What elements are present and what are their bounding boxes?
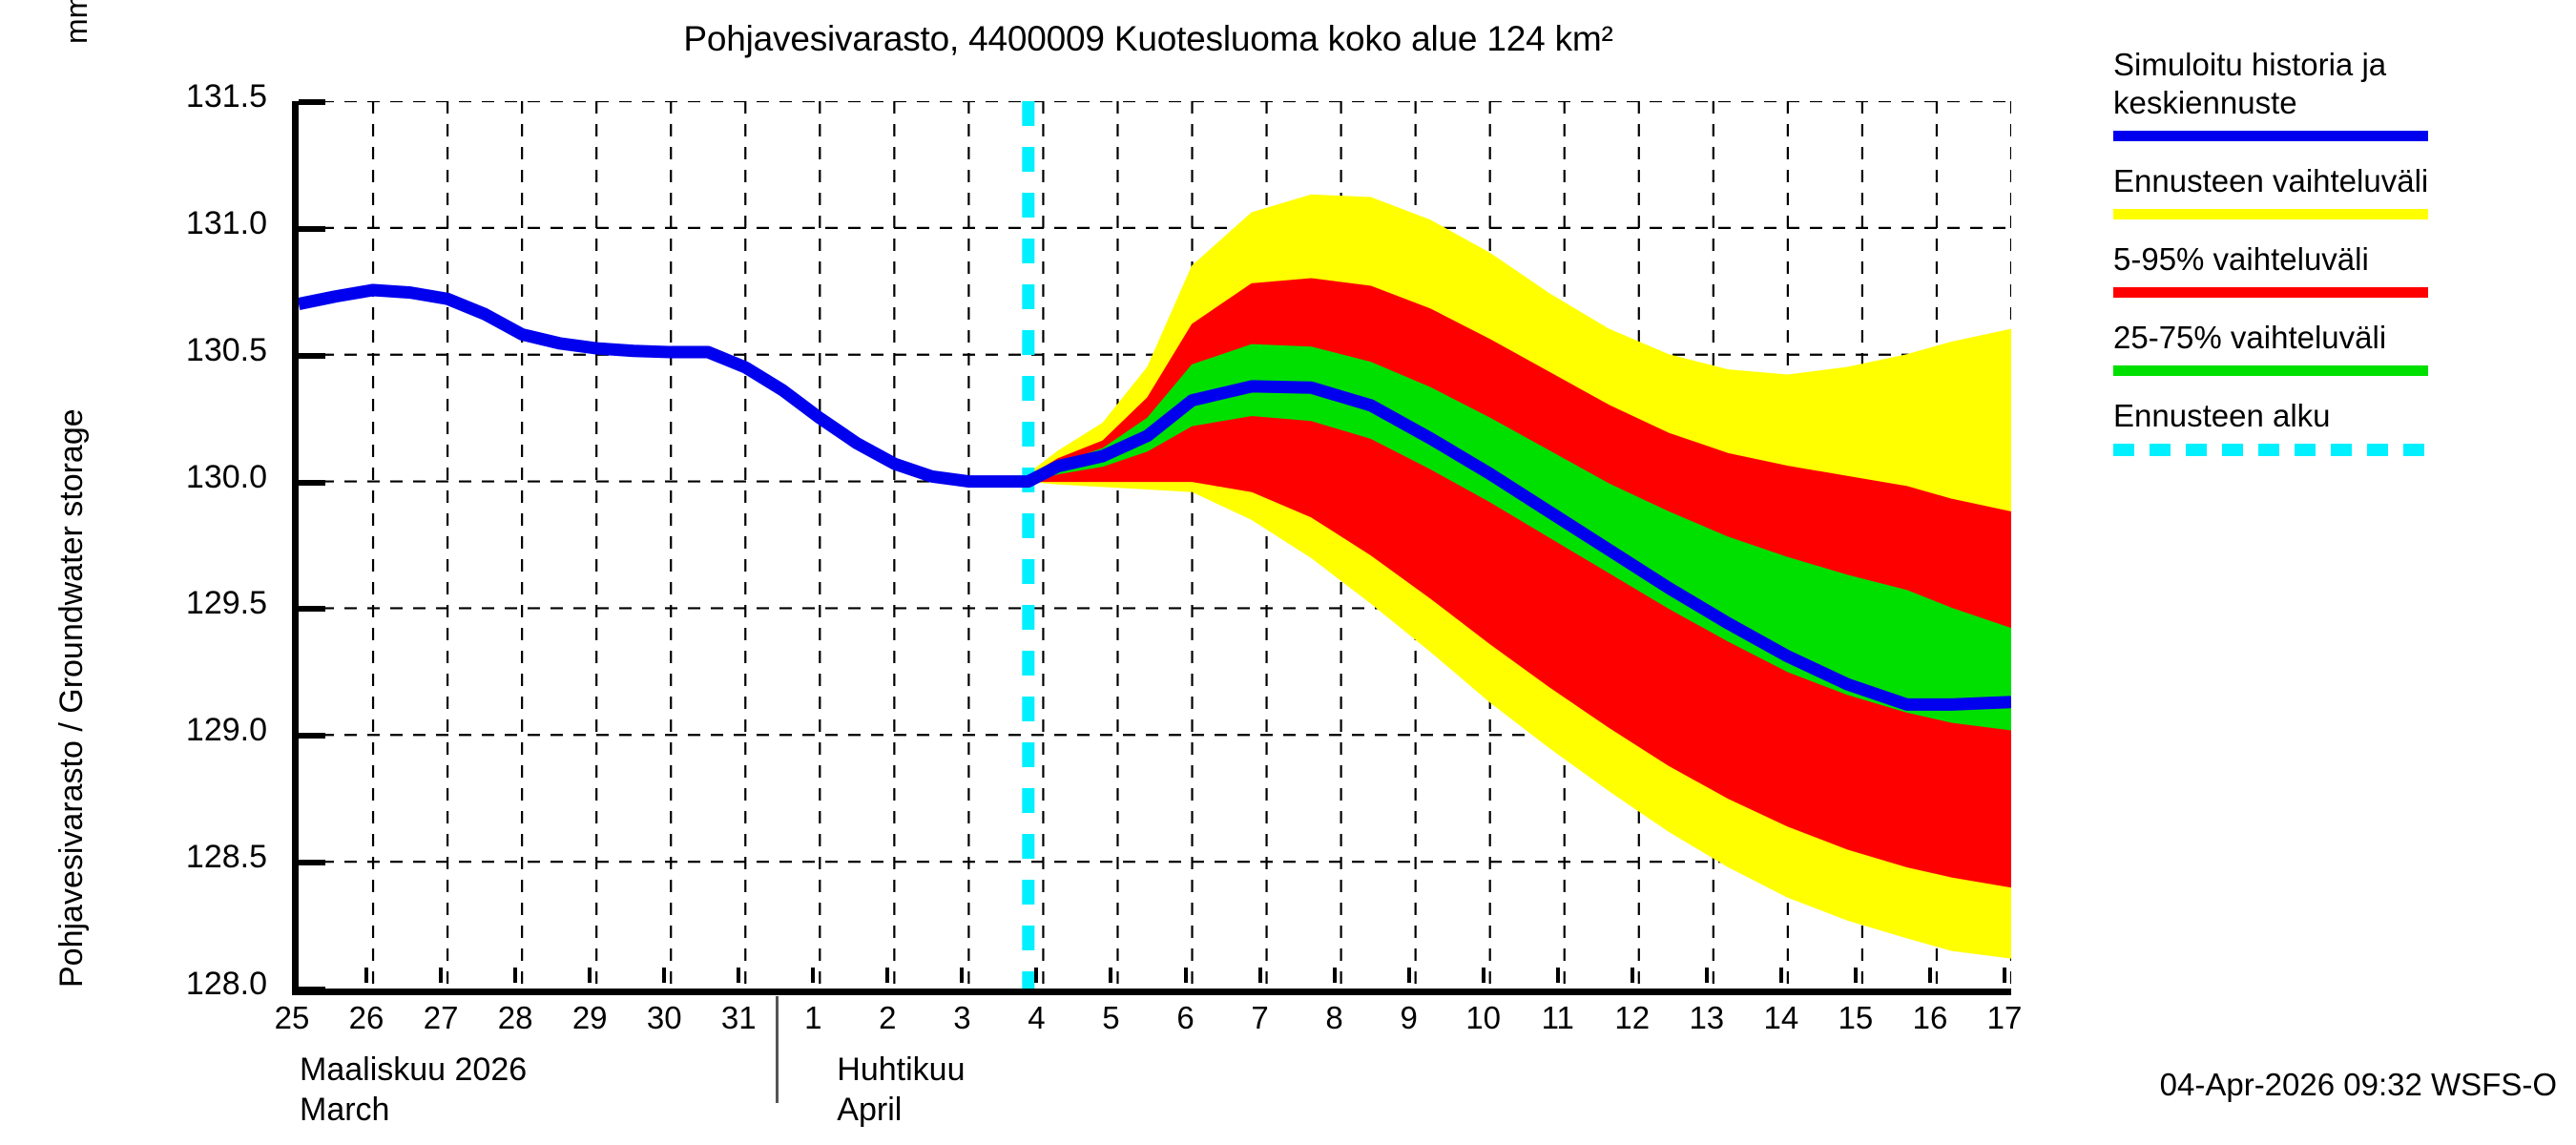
x-tick-label: 11: [1541, 1000, 1574, 1035]
x-tick-label: 13: [1689, 1000, 1725, 1035]
month-separator: [776, 996, 779, 1103]
legend-label: Ennusteen vaihteluväli: [2113, 163, 2429, 198]
x-tick-mark: [1778, 968, 1783, 983]
x-tick-label: 27: [423, 1000, 459, 1035]
x-tick-label: 28: [497, 1000, 533, 1035]
legend-swatch: [2113, 287, 2428, 298]
x-tick-label: 25: [274, 1000, 310, 1035]
x-tick-label: 9: [1400, 1000, 1418, 1035]
y-tick-mark: [299, 987, 325, 992]
x-tick-mark: [1853, 968, 1858, 983]
mean-forecast-line: [299, 283, 2011, 711]
x-tick-label: 6: [1176, 1000, 1195, 1035]
band-25-75: [1028, 344, 2011, 731]
x-tick-mark: [1555, 968, 1560, 983]
legend-swatch: [2113, 444, 2428, 456]
legend-item: Ennusteen vaihteluväli: [2113, 162, 2562, 219]
y-tick-mark: [299, 733, 325, 739]
x-tick-label: 12: [1614, 1000, 1651, 1035]
chart-legend: Simuloitu historia ja keskiennuste Ennust…: [2113, 46, 2562, 477]
y-tick-mark: [299, 99, 325, 105]
month-label-en: April: [837, 1092, 903, 1128]
month-label-fi: Maaliskuu 2026: [300, 1051, 528, 1088]
x-tick-mark: [662, 968, 667, 983]
legend-item: Ennusteen alku: [2113, 397, 2562, 456]
x-tick-label: 5: [1102, 1000, 1120, 1035]
legend-item: 25-75% vaihteluväli: [2113, 319, 2562, 376]
month-label-fi: Huhtikuu: [837, 1051, 966, 1088]
y-tick-mark: [299, 606, 325, 613]
x-tick-mark: [737, 968, 741, 983]
legend-swatch: [2113, 131, 2428, 141]
x-tick-mark: [439, 968, 444, 983]
legend-swatch: [2113, 365, 2428, 376]
y-tick-mark: [299, 352, 325, 359]
x-tick-label: 16: [1912, 1000, 1948, 1035]
x-tick-mark: [1406, 968, 1411, 983]
x-tick-label: 17: [1986, 1000, 2023, 1035]
y-tick-label: 130.5: [185, 331, 267, 368]
x-tick-label: 26: [348, 1000, 384, 1035]
y-tick-label: 129.0: [185, 712, 267, 749]
legend-item: 5-95% vaihteluväli: [2113, 240, 2562, 298]
x-tick-mark: [1332, 968, 1337, 983]
x-tick-mark: [588, 968, 592, 983]
month-label-block: Maaliskuu 2026 March: [300, 1050, 527, 1130]
x-tick-label: 1: [804, 1000, 822, 1035]
y-tick-label: 130.0: [185, 458, 267, 495]
chart-title: Pohjavesivarasto, 4400009 Kuotesluoma ko…: [683, 19, 1613, 58]
x-tick-label: 10: [1465, 1000, 1502, 1035]
legend-swatch: [2113, 209, 2428, 219]
y-tick-label: 128.5: [185, 839, 267, 876]
x-tick-label: 14: [1763, 1000, 1799, 1035]
x-tick-label: 30: [646, 1000, 682, 1035]
x-tick-mark: [1630, 968, 1634, 983]
x-tick-label: 7: [1251, 1000, 1269, 1035]
x-tick-mark: [513, 968, 518, 983]
x-tick-mark: [1109, 968, 1113, 983]
x-tick-mark: [960, 968, 965, 983]
plot-area: [292, 101, 2011, 995]
x-tick-mark: [364, 968, 369, 983]
month-label-block: Huhtikuu April: [837, 1050, 965, 1130]
y-tick-label: 131.0: [185, 204, 267, 241]
legend-item: Simuloitu historia ja keskiennuste: [2113, 46, 2562, 141]
x-tick-mark: [1704, 968, 1709, 983]
legend-label: Ennusteen alku: [2113, 398, 2331, 433]
band-5-95: [1028, 278, 2011, 888]
x-tick-mark: [2003, 968, 2006, 983]
x-tick-mark: [1183, 968, 1188, 983]
x-tick-label: 4: [1028, 1000, 1046, 1035]
x-tick-label: 31: [720, 1000, 757, 1035]
y-tick-mark: [299, 860, 325, 866]
y-tick-label: 131.5: [185, 78, 267, 114]
legend-label: 5-95% vaihteluväli: [2113, 241, 2369, 277]
x-tick-mark: [885, 968, 890, 983]
x-tick-mark: [1481, 968, 1485, 983]
x-tick-mark: [1034, 968, 1039, 983]
y-axis-unit: mm: [59, 0, 93, 44]
y-tick-mark: [299, 225, 325, 232]
plot-clip: [299, 101, 2011, 989]
x-tick-mark: [811, 968, 816, 983]
x-tick-label: 15: [1838, 1000, 1874, 1035]
x-tick-mark: [1257, 968, 1262, 983]
x-tick-label: 3: [953, 1000, 971, 1035]
y-tick-mark: [299, 479, 325, 486]
x-tick-mark: [1927, 968, 1932, 983]
footer-timestamp: 04-Apr-2026 09:32 WSFS-O: [2159, 1067, 2557, 1102]
y-tick-label: 128.0: [185, 966, 267, 1002]
legend-label: Simuloitu historia ja keskiennuste: [2113, 47, 2387, 120]
data-layer: [299, 101, 2011, 989]
y-tick-label: 129.5: [185, 585, 267, 622]
legend-label: 25-75% vaihteluväli: [2113, 320, 2387, 355]
x-tick-label: 2: [879, 1000, 897, 1035]
x-tick-label: 8: [1325, 1000, 1343, 1035]
x-tick-label: 29: [571, 1000, 608, 1035]
month-label-en: March: [300, 1092, 390, 1128]
